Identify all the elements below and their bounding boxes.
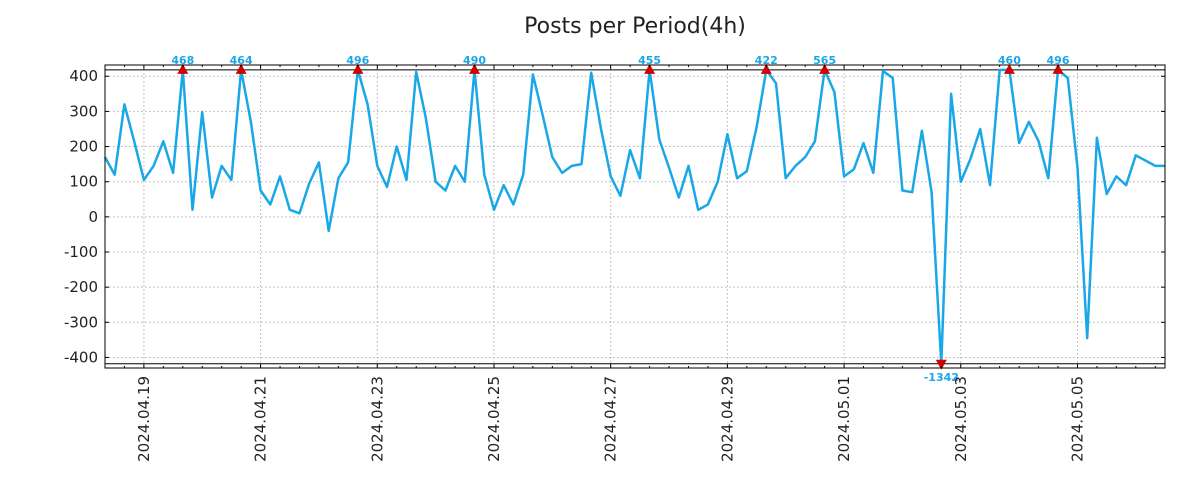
y-tick-label: -300 — [64, 313, 98, 331]
trough-marker — [935, 359, 947, 370]
x-tick-label: 2024.04.29 — [718, 376, 736, 462]
y-tick-label: 100 — [69, 173, 98, 191]
plot-frame — [104, 64, 1166, 369]
x-tick-label: 2024.05.03 — [952, 376, 970, 462]
peak-label: 422 — [755, 54, 778, 67]
peak-label: 460 — [998, 54, 1021, 67]
peak-marker — [177, 63, 189, 74]
x-tick-label: 2024.04.21 — [252, 376, 270, 462]
y-tick-label: -200 — [64, 278, 98, 296]
x-tick-label: 2024.05.01 — [835, 376, 853, 462]
chart-title: Posts per Period(4h) — [524, 14, 746, 39]
x-tick-label: 2024.04.27 — [602, 376, 620, 462]
peak-label: 496 — [1047, 54, 1070, 67]
peak-marker — [235, 63, 247, 74]
x-tick-label: 2024.04.19 — [135, 376, 153, 462]
y-tick-label: -100 — [64, 243, 98, 261]
marker-layer: 468 464 496 490 455 422 565 460 496 -1342 — [171, 54, 1070, 384]
y-tick-label: 300 — [69, 102, 98, 120]
peak-label: 468 — [171, 54, 194, 67]
y-tick-label: 200 — [69, 138, 98, 156]
clip-lines — [105, 69, 1165, 365]
peak-marker — [469, 63, 481, 74]
peak-label: 496 — [346, 54, 369, 67]
x-tick-label: 2024.05.05 — [1068, 376, 1086, 462]
y-tick-label: 400 — [69, 67, 98, 85]
y-tick-label: -400 — [64, 348, 98, 366]
peak-label: 455 — [638, 54, 661, 67]
axis-layer: -400 -300 -200 -100 0 100 200 300 400 2024.04.19 2… — [64, 64, 1166, 462]
peak-label: 565 — [813, 54, 836, 67]
peak-marker — [644, 63, 656, 74]
x-tick-label: 2024.04.25 — [485, 376, 503, 462]
series-line-posts — [103, 68, 1165, 366]
peak-marker — [352, 63, 364, 74]
peak-label: 464 — [230, 54, 253, 67]
trough-label: -1342 — [924, 371, 959, 384]
peak-marker — [760, 63, 772, 74]
grid-layer — [105, 65, 1165, 368]
peak-label: 490 — [463, 54, 486, 67]
y-tick-label: 0 — [88, 208, 98, 226]
peak-marker — [1003, 63, 1015, 74]
series-layer — [103, 68, 1165, 366]
x-tick-label: 2024.04.23 — [368, 376, 386, 462]
peak-marker — [819, 63, 831, 74]
peak-marker — [1052, 63, 1064, 74]
